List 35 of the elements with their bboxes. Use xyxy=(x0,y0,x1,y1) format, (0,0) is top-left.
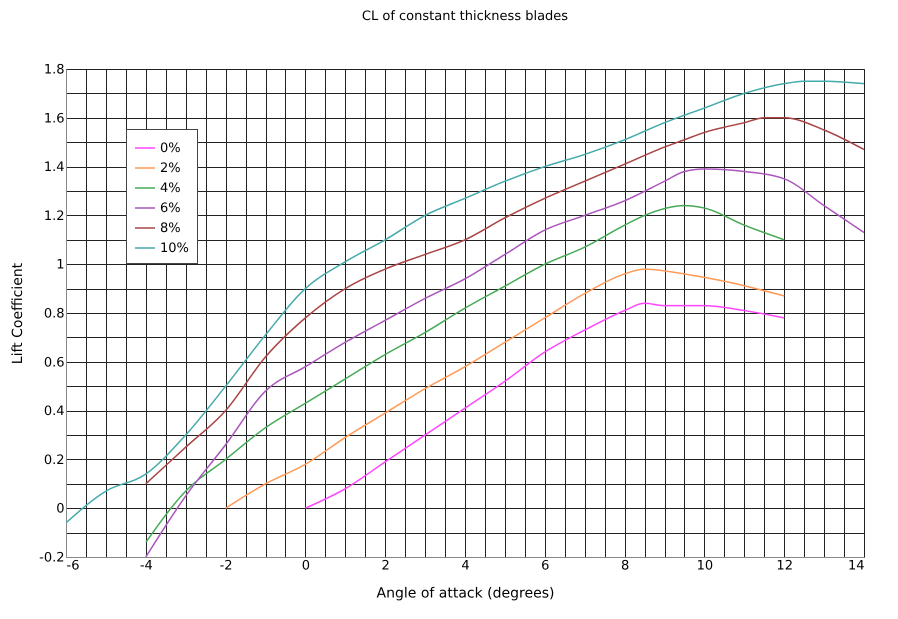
line-series xyxy=(304,302,785,509)
y-tick-label: 1 xyxy=(56,258,64,273)
legend-label: 2% xyxy=(160,161,181,176)
y-tick-label: 0.4 xyxy=(44,404,64,420)
legend-label: 4% xyxy=(160,181,181,196)
y-tick-label: 1.8 xyxy=(44,62,64,78)
legend-label: 8% xyxy=(160,221,181,236)
chart-title: CL of constant thickness blades xyxy=(362,9,568,24)
y-tick-label: 1.2 xyxy=(44,208,64,224)
x-tick-label: 8 xyxy=(620,558,630,574)
x-tick-label: 4 xyxy=(461,558,470,574)
x-axis-title: Angle of attack (degrees) xyxy=(376,586,554,602)
legend-label: 6% xyxy=(160,201,181,216)
x-tick-label: 2 xyxy=(382,558,390,574)
y-tick-label: 0.8 xyxy=(44,306,64,322)
x-tick-label: 6 xyxy=(541,558,550,574)
line-series xyxy=(224,268,785,509)
y-tick-label: 0.6 xyxy=(44,355,64,370)
y-tick-label: -0.2 xyxy=(39,550,64,566)
y-tick-label: 0.2 xyxy=(44,452,64,468)
line-series xyxy=(66,80,864,524)
x-tick-label: -4 xyxy=(140,558,153,574)
y-axis-title: Lift Coefficient xyxy=(10,262,26,364)
x-tick-label: -2 xyxy=(220,558,233,574)
y-tick-label: 1.6 xyxy=(44,111,64,126)
line-series xyxy=(145,117,864,485)
x-tick-label: 0 xyxy=(302,558,310,574)
x-tick-label: 12 xyxy=(776,558,793,574)
legend-label: 10% xyxy=(160,241,189,256)
x-tick-label: 10 xyxy=(696,558,714,574)
legend-label: 0% xyxy=(160,141,181,156)
y-tick-label: 1.4 xyxy=(44,160,64,176)
x-tick-label: 14 xyxy=(848,558,864,574)
x-tick-label: -6 xyxy=(66,558,80,574)
y-tick-label: 0 xyxy=(56,502,64,517)
